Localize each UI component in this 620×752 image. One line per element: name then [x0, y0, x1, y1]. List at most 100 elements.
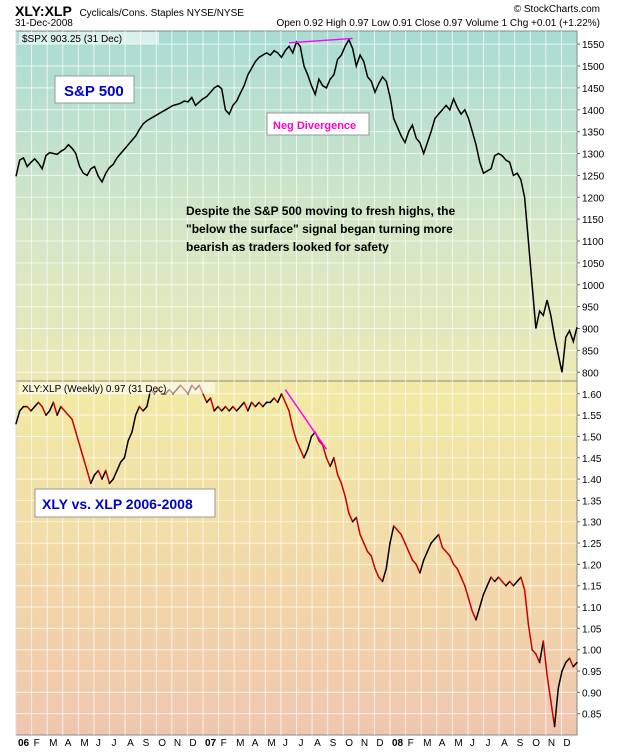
x-tick-label: M [80, 738, 88, 749]
ratio-segment [437, 533, 444, 549]
x-tick-label: J [112, 738, 117, 749]
ratio-segment [374, 567, 380, 578]
x-axis: 06 F M A M J J A S O N D 07 F M A M J J A S O N D 08 F M A M J J A S O N D [18, 738, 571, 749]
x-tick-label: O [532, 738, 540, 749]
ratio-trendline [284, 389, 328, 450]
ratio-title-label: XLY vs. XLP 2006-2008 [42, 496, 193, 512]
x-tick-label: D [189, 738, 196, 749]
ratio-segment [142, 405, 148, 412]
neg-divergence-box [266, 112, 370, 136]
neg-divergence-label: Neg Divergence [273, 120, 356, 132]
y-tick-label: 950 [582, 303, 599, 314]
ratio-segment [82, 457, 88, 472]
ratio-segment [400, 533, 406, 544]
ratio-segment [205, 397, 212, 404]
x-tick-label: J [283, 738, 288, 749]
ratio-segment [303, 448, 309, 459]
y-tick-label: 1400 [582, 106, 605, 117]
ratio-segment [411, 559, 417, 566]
ratio-segment [430, 538, 436, 544]
spx-legend-bg [19, 32, 159, 44]
ratio-segment [105, 469, 111, 485]
ratio-segment [449, 555, 455, 566]
ratio-segment [553, 687, 560, 728]
ratio-segment [284, 401, 290, 412]
y-tick-label: 1.20 [582, 560, 602, 571]
ratio-segment [41, 405, 47, 416]
ratio-segment [404, 542, 410, 553]
ratio-segment [336, 474, 343, 485]
ratio-segment [512, 580, 518, 587]
x-tick-label: F [408, 738, 414, 749]
x-tick-label: J [486, 738, 491, 749]
x-tick-label: F [221, 738, 227, 749]
ratio-segment [306, 435, 313, 450]
ratio-segment [467, 597, 474, 613]
ratio-segment [71, 418, 77, 433]
x-tick-label: O [345, 738, 353, 749]
ratio-segment [90, 474, 96, 485]
ratio-segment [385, 542, 391, 570]
ratio-segment [224, 405, 230, 412]
ratio-segment [127, 431, 133, 442]
spx-grid [15, 31, 577, 381]
ratio-segment [123, 439, 129, 459]
ratio-segment [370, 555, 376, 570]
note-line-2: "below the surface" signal began turning… [186, 222, 453, 236]
note-line-3: bearish as traders looked for safety [186, 240, 389, 254]
y-tick-label: 1.50 [582, 432, 602, 443]
x-tick-label: N [548, 738, 555, 749]
x-tick-label: J [96, 738, 101, 749]
y-tick-label: 800 [582, 368, 599, 379]
ratio-segment [26, 405, 32, 412]
x-tick-label: J [299, 738, 304, 749]
ratio-segment [239, 401, 245, 408]
y-tick-label: 1100 [582, 237, 604, 248]
ratio-grid [15, 381, 577, 735]
chart-symbol-header: XLY:XLP Cyclicals/Cons. Staples NYSE/NYS… [15, 3, 244, 19]
x-tick-label: A [439, 738, 446, 749]
ratio-segment [422, 550, 429, 561]
x-tick-label: S [143, 738, 150, 749]
note-line-1: Despite the S&P 500 moving to fresh high… [186, 204, 455, 218]
y-tick-label: 1.15 [582, 582, 602, 593]
ratio-segment [18, 405, 25, 412]
ratio-segment [75, 431, 81, 446]
ratio-segment [269, 397, 275, 404]
ohlc-readout: Open 0.92 High 0.97 Low 0.91 Close 0.97 … [276, 18, 600, 29]
ratio-segment [254, 401, 260, 408]
y-tick-label: 1.00 [582, 646, 602, 657]
x-tick-label: D [563, 738, 570, 749]
ratio-segment [250, 401, 257, 408]
ratio-segment [235, 405, 242, 412]
ratio-segment [482, 584, 488, 596]
ratio-segment [460, 576, 466, 587]
ratio-segment [202, 393, 208, 404]
chart-date: 31-Dec-2008 [15, 18, 73, 29]
ratio-segment [520, 576, 526, 591]
ratio-segment [359, 533, 365, 544]
x-tick-label: D [376, 738, 383, 749]
y-tick-label: 1.60 [582, 390, 602, 401]
y-tick-label: 0.95 [582, 667, 602, 678]
ratio-segment [568, 657, 575, 668]
ratio-segment [321, 444, 328, 459]
ratio-segment [493, 576, 500, 583]
x-tick-label: 07 [205, 738, 217, 749]
ratio-segment [419, 559, 425, 574]
y-tick-label: 1250 [582, 171, 605, 182]
ratio-segment [490, 576, 496, 583]
ratio-segment [86, 469, 92, 485]
ratio-segment [101, 469, 107, 480]
x-tick-label: 06 [18, 738, 30, 749]
y-tick-label: 1.55 [582, 411, 602, 422]
ratio-segment [45, 410, 51, 416]
ratio-segment [378, 576, 384, 583]
ratio-segment [333, 457, 339, 476]
x-tick-label: O [158, 738, 166, 749]
ratio-segment [464, 584, 470, 600]
ratio-segment [355, 516, 361, 536]
ratio-segment [505, 580, 511, 587]
y-tick-label: 850 [582, 346, 599, 357]
y-tick-label: 1.10 [582, 603, 602, 614]
